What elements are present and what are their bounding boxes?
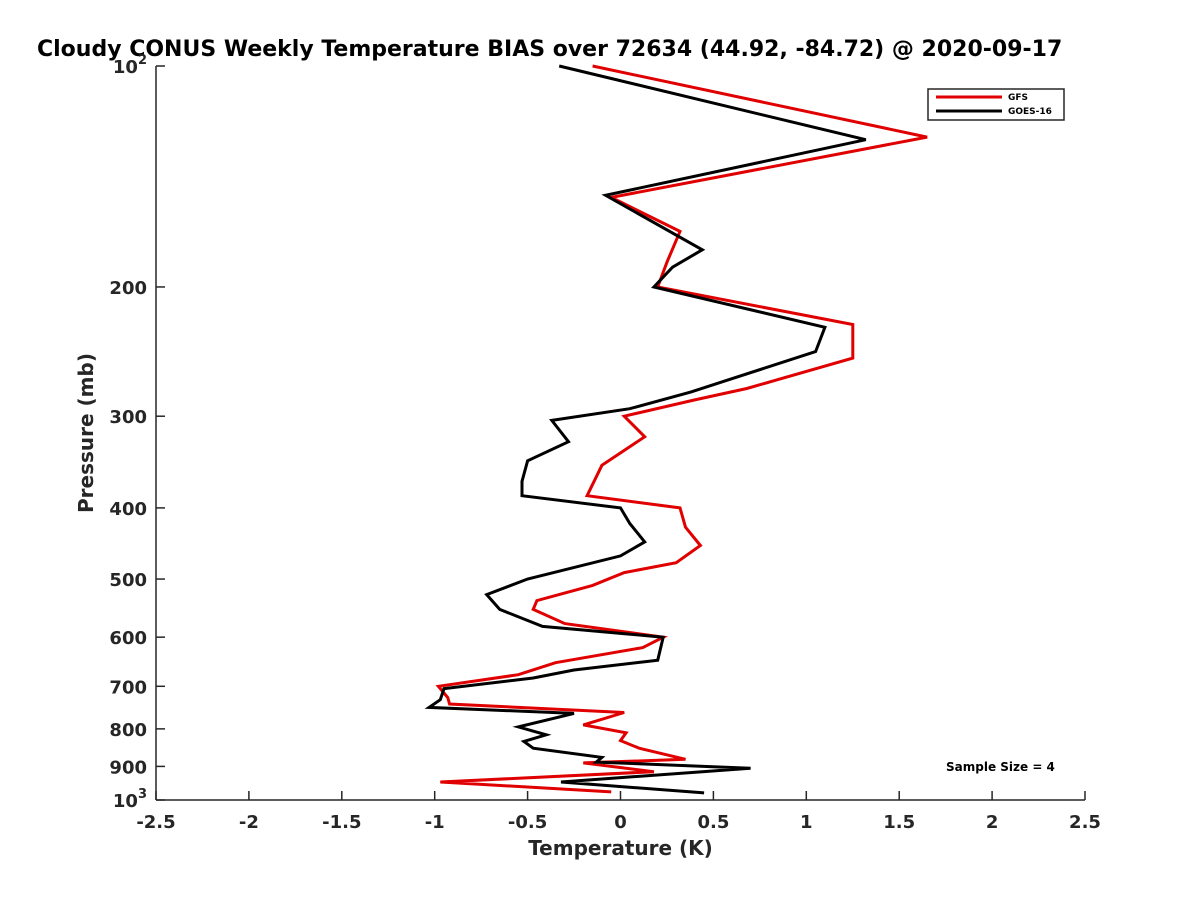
y-tick-label: 300: [109, 407, 147, 428]
chart-title: Cloudy CONUS Weekly Temperature BIAS ove…: [37, 37, 1062, 62]
y-tick-label: 600: [109, 628, 147, 649]
x-tick-label: 0.5: [697, 812, 729, 833]
legend-label-goes-16: GOES-16: [1008, 107, 1052, 117]
y-tick-label: 900: [109, 757, 147, 778]
y-tick-label: 500: [109, 570, 147, 591]
x-tick-label: 2.5: [1069, 812, 1101, 833]
x-tick-label: 2: [986, 812, 999, 833]
series-line-goes-16: [424, 64, 867, 795]
series-layer: [424, 64, 928, 795]
x-tick-label: 1.5: [883, 812, 915, 833]
y-tick-label: 400: [109, 499, 147, 520]
x-tick-label: -0.5: [508, 812, 547, 833]
sample-size-annotation: Sample Size = 4: [946, 760, 1055, 774]
legend-box: [927, 88, 1065, 121]
x-tick-label: -2: [239, 812, 259, 833]
x-tick-label: -1: [425, 812, 445, 833]
y-tick-label: 200: [109, 278, 147, 299]
x-tick-label: -2.5: [136, 812, 175, 833]
x-tick-label: 0: [614, 812, 627, 833]
y-tick-label: 800: [109, 720, 147, 741]
y-tick-label: 102: [113, 53, 147, 78]
legend: GFS GOES-16: [927, 88, 1065, 121]
series-line-gfs: [435, 64, 928, 794]
x-tick-label: -1.5: [322, 812, 361, 833]
y-tick-label: 700: [109, 677, 147, 698]
x-tick-label: 1: [800, 812, 813, 833]
x-axis-label: Temperature (K): [528, 836, 713, 860]
y-tick-label: 103: [113, 787, 147, 812]
y-axis-label: Pressure (mb): [74, 353, 98, 513]
axes: [155, 66, 1085, 801]
legend-label-gfs: GFS: [1008, 93, 1028, 103]
ticks: -2.5 -2 -1.5 -1 -0.5 0 0.5 1 1.5 2 2.5 102 200 300 400…: [109, 53, 1101, 833]
